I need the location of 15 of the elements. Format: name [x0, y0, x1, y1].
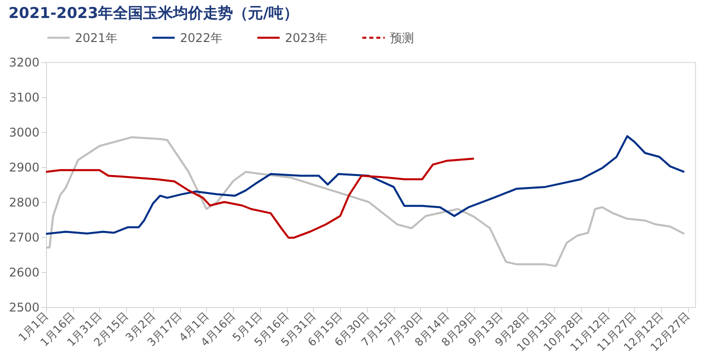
y-tick-label: 2600 [8, 266, 40, 280]
y-tick-label: 3100 [8, 90, 40, 104]
legend-label: 2023年 [285, 30, 328, 45]
legend-label: 预测 [390, 30, 414, 45]
y-tick-label: 3000 [8, 126, 40, 140]
y-tick-label: 2500 [8, 300, 40, 314]
y-tick-label: 2900 [8, 160, 40, 174]
chart-title: 2021-2023年全国玉米均价走势（元/吨） [8, 4, 299, 22]
y-tick-label: 2800 [8, 196, 40, 210]
line-series [45, 136, 686, 268]
y-tick-label: 2700 [8, 230, 40, 244]
legend-label: 2022年 [180, 30, 223, 45]
y-tick-label: 3200 [8, 56, 40, 70]
legend-label: 2021年 [75, 30, 118, 45]
line-series [45, 158, 475, 239]
